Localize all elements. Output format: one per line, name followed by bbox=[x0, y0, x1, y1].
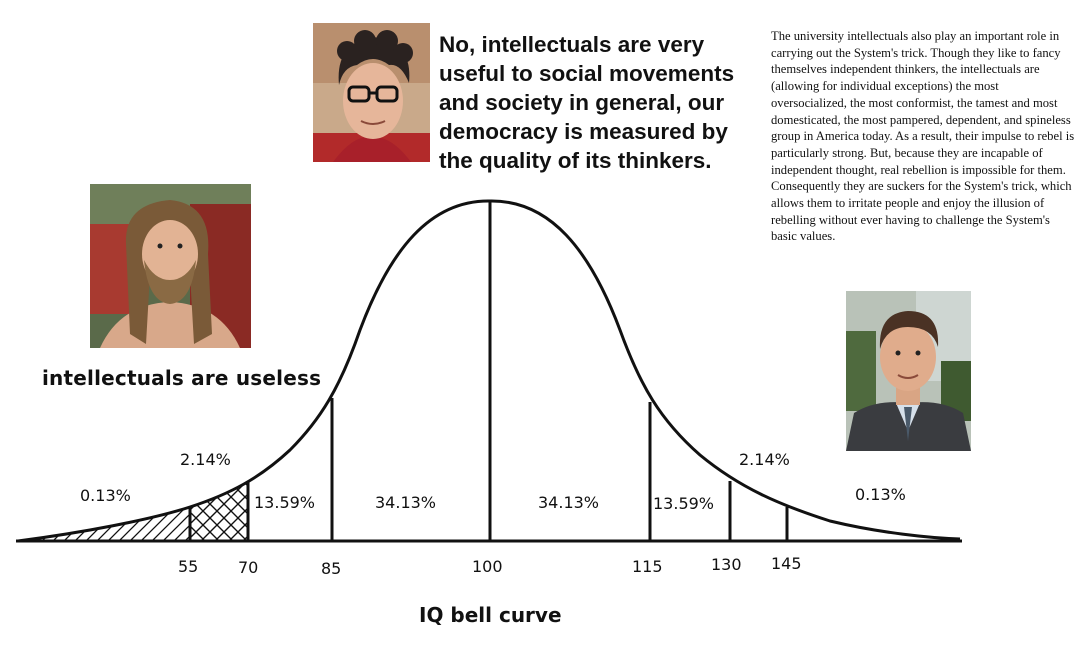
tick-130: 130 bbox=[711, 555, 742, 574]
quote-line: the quality of its thinkers. bbox=[439, 148, 712, 173]
long-hair-beard-portrait-image bbox=[90, 184, 251, 348]
portrait-top-center bbox=[313, 23, 430, 162]
intellectuals-useless-caption: intellectuals are useless bbox=[42, 366, 322, 390]
portrait-left bbox=[90, 184, 251, 348]
left-tail-hatch-far bbox=[18, 507, 190, 541]
tick-115: 115 bbox=[632, 557, 663, 576]
chart-title: IQ bell curve bbox=[419, 603, 562, 627]
quote-line: No, intellectuals are very bbox=[439, 32, 705, 57]
curly-hair-glasses-portrait-image bbox=[313, 23, 430, 162]
left-tail-hatch-near bbox=[190, 481, 248, 541]
tick-100: 100 bbox=[472, 557, 503, 576]
intellectuals-useful-quote: No, intellectuals are very useful to soc… bbox=[439, 30, 774, 175]
pct-left-34: 34.13% bbox=[375, 493, 436, 512]
pct-right-13: 13.59% bbox=[653, 494, 714, 513]
pct-left-2: 2.14% bbox=[180, 450, 231, 469]
bell-curve-line bbox=[17, 199, 961, 543]
pct-left-13: 13.59% bbox=[254, 493, 315, 512]
suit-tie-portrait-image bbox=[846, 291, 971, 451]
tick-55: 55 bbox=[178, 557, 198, 576]
tick-85: 85 bbox=[321, 559, 341, 578]
pct-far-left: 0.13% bbox=[80, 486, 131, 505]
essay-paragraph: The university intellectuals also play a… bbox=[771, 29, 1075, 244]
quote-line: useful to social movements bbox=[439, 61, 735, 86]
tick-70: 70 bbox=[238, 558, 258, 577]
pct-far-right: 0.13% bbox=[855, 485, 906, 504]
quote-line: democracy is measured by bbox=[439, 119, 728, 144]
pct-right-2: 2.14% bbox=[739, 450, 790, 469]
portrait-right bbox=[846, 291, 971, 451]
pct-right-34: 34.13% bbox=[538, 493, 599, 512]
tick-145: 145 bbox=[771, 554, 802, 573]
quote-line: and society in general, our bbox=[439, 90, 725, 115]
